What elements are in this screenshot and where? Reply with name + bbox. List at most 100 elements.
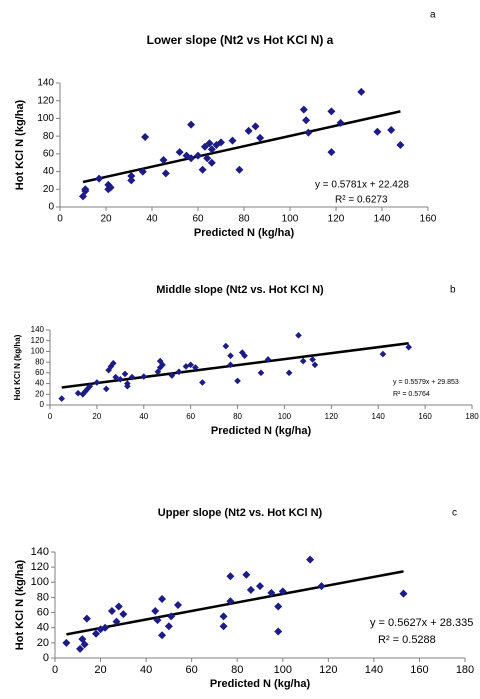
data-point bbox=[226, 597, 235, 606]
data-point bbox=[199, 379, 206, 386]
data-point bbox=[156, 357, 164, 365]
data-point bbox=[80, 640, 89, 649]
chart-title: Lower slope (Nt2 vs Hot KCl N) a bbox=[147, 33, 334, 47]
y-tick-label: 100 bbox=[31, 576, 49, 588]
data-point bbox=[192, 364, 199, 371]
data-point bbox=[327, 148, 336, 157]
data-point bbox=[187, 154, 196, 163]
x-tick-label: 20 bbox=[94, 664, 106, 676]
data-point bbox=[302, 116, 311, 125]
x-tick-label: 0 bbox=[57, 214, 63, 225]
data-point bbox=[274, 627, 283, 636]
data-point bbox=[159, 361, 166, 369]
x-tick-label: 100 bbox=[282, 214, 299, 225]
data-point bbox=[74, 389, 82, 397]
panel-label: a bbox=[430, 10, 436, 21]
y-tick-label: 40 bbox=[43, 166, 55, 177]
data-point bbox=[405, 343, 412, 351]
data-point bbox=[241, 352, 248, 360]
x-tick-label: 80 bbox=[231, 664, 243, 676]
data-point bbox=[107, 607, 116, 616]
trendline bbox=[82, 110, 401, 184]
x-tick-label: 60 bbox=[186, 412, 195, 421]
data-point bbox=[205, 139, 214, 148]
x-axis-label: Predicted N (kg/ha) bbox=[194, 227, 295, 239]
y-tick-label: 0 bbox=[48, 202, 54, 213]
data-point bbox=[309, 356, 316, 363]
x-tick-label: 160 bbox=[410, 664, 428, 676]
data-point bbox=[242, 570, 251, 579]
x-tick-label: 60 bbox=[192, 214, 204, 225]
data-point bbox=[154, 368, 162, 376]
data-point bbox=[81, 185, 90, 194]
trend-equation: y = 0.5579x + 29.853 bbox=[393, 379, 459, 386]
data-point bbox=[127, 176, 136, 185]
panel-label: c bbox=[452, 508, 457, 519]
data-point bbox=[110, 359, 117, 367]
data-point bbox=[227, 361, 234, 369]
data-point bbox=[226, 572, 235, 581]
data-point bbox=[95, 174, 104, 183]
x-tick-label: 120 bbox=[325, 412, 339, 421]
data-point bbox=[373, 127, 382, 136]
data-point bbox=[187, 361, 194, 369]
data-point bbox=[387, 125, 396, 134]
x-tick-label: 80 bbox=[238, 214, 250, 225]
data-point bbox=[285, 369, 293, 377]
chart-title: Upper slope (Nt2 vs. Hot KCl N) bbox=[158, 507, 323, 519]
r-squared: R² = 0.5288 bbox=[378, 634, 436, 646]
data-point bbox=[101, 623, 110, 632]
y-tick-label: 100 bbox=[37, 113, 54, 124]
y-tick-label: 140 bbox=[31, 546, 49, 558]
data-point bbox=[264, 356, 272, 363]
trend-equation: y = 0.5627x + 28.335 bbox=[370, 617, 473, 629]
y-tick-label: 80 bbox=[35, 357, 44, 366]
data-point bbox=[234, 377, 241, 385]
y-tick-label: 40 bbox=[35, 379, 44, 388]
panel-label: b bbox=[450, 285, 456, 296]
y-axis-label: Hot KCl N (kg/ha) bbox=[14, 99, 26, 190]
x-tick-label: 160 bbox=[418, 412, 432, 421]
data-point bbox=[194, 151, 202, 160]
data-point bbox=[274, 602, 283, 611]
r-squared: R² = 0.5764 bbox=[393, 391, 430, 398]
data-point bbox=[198, 165, 207, 174]
data-point bbox=[140, 373, 148, 380]
y-tick-label: 60 bbox=[43, 148, 55, 159]
data-point bbox=[217, 138, 225, 147]
x-axis-label: Predicted N (kg/ha) bbox=[210, 678, 311, 690]
data-point bbox=[228, 136, 237, 145]
data-point bbox=[112, 617, 121, 626]
y-tick-label: 80 bbox=[43, 131, 55, 142]
data-point bbox=[222, 342, 230, 350]
data-point bbox=[158, 631, 167, 640]
x-tick-label: 100 bbox=[278, 412, 292, 421]
r-squared: R² = 0.6273 bbox=[335, 195, 388, 206]
data-point bbox=[396, 141, 405, 149]
data-point bbox=[227, 352, 234, 360]
data-point bbox=[168, 372, 176, 379]
data-point bbox=[151, 607, 160, 616]
y-axis-label: Hot KCl N (kg/ha) bbox=[13, 334, 22, 400]
trend-equation: y = 0.5781x + 22.428 bbox=[315, 180, 409, 191]
data-point bbox=[207, 158, 216, 167]
data-point bbox=[327, 107, 336, 116]
y-axis-label: Hot KCl N (kg/ha) bbox=[14, 559, 26, 650]
data-point bbox=[399, 589, 408, 598]
y-tick-label: 40 bbox=[37, 622, 49, 634]
data-point bbox=[124, 382, 131, 390]
data-point bbox=[127, 172, 136, 180]
y-tick-label: 0 bbox=[40, 400, 45, 409]
data-point bbox=[295, 332, 302, 339]
data-point bbox=[93, 379, 101, 386]
x-tick-label: 160 bbox=[420, 214, 437, 225]
y-tick-label: 60 bbox=[37, 606, 49, 618]
x-tick-label: 40 bbox=[139, 412, 148, 421]
data-point bbox=[267, 588, 276, 597]
data-point bbox=[244, 126, 253, 135]
data-point bbox=[257, 369, 265, 377]
x-tick-label: 140 bbox=[365, 664, 383, 676]
y-tick-label: 120 bbox=[31, 561, 49, 573]
data-point bbox=[62, 638, 71, 647]
x-tick-label: 120 bbox=[328, 214, 345, 225]
